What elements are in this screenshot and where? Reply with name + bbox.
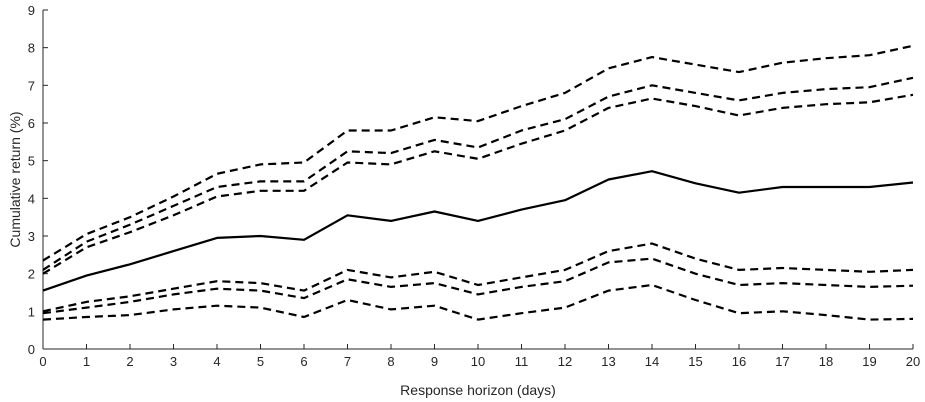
- x-tick-label: 16: [732, 354, 746, 369]
- x-tick-label: 15: [688, 354, 702, 369]
- y-axis-title: Cumulative return (%): [7, 111, 23, 247]
- x-tick-label: 7: [344, 354, 351, 369]
- x-tick-label: 0: [39, 354, 46, 369]
- series-line-band-6: [42, 283, 914, 321]
- x-tick-label: 4: [213, 354, 220, 369]
- x-tick-label: 19: [862, 354, 876, 369]
- series-line-band-1: [42, 44, 914, 262]
- x-tick-label: 12: [558, 354, 572, 369]
- x-tick-label: 18: [819, 354, 833, 369]
- x-tick-label: 11: [515, 354, 529, 369]
- chart-axes: [42, 9, 914, 350]
- x-tick-label: 9: [431, 354, 438, 369]
- x-tick-label: 5: [257, 354, 264, 369]
- series-line-estimate: [42, 170, 914, 292]
- y-tick-label: 3: [28, 229, 35, 244]
- x-tick-label: 1: [83, 354, 90, 369]
- x-tick-label: 2: [126, 354, 133, 369]
- x-tick-label: 8: [387, 354, 394, 369]
- y-tick-label: 1: [28, 304, 35, 319]
- x-tick-label: 17: [775, 354, 789, 369]
- y-tick-label: 8: [28, 41, 35, 56]
- x-tick-label: 6: [300, 354, 307, 369]
- series-line-band-5: [42, 257, 914, 315]
- tick-labels: 0 1 2 3 4 5 6 7 8 9 10 11 12 13 14 15 16 17 18 19 2001234567…: [28, 3, 920, 369]
- y-tick-label: 7: [28, 78, 35, 93]
- series-line-band-2: [42, 76, 914, 271]
- y-tick-label: 9: [28, 3, 35, 18]
- series-layer: [42, 44, 914, 321]
- series-line-band-4: [42, 242, 914, 313]
- x-tick-label: 20: [906, 354, 920, 369]
- y-tick-label: 4: [28, 191, 35, 206]
- y-tick-label: 0: [28, 342, 35, 357]
- x-axis-title: Response horizon (days): [400, 382, 556, 398]
- x-tick-label: 13: [601, 354, 615, 369]
- y-tick-label: 2: [28, 267, 35, 282]
- x-tick-label: 3: [170, 354, 177, 369]
- x-tick-label: 10: [471, 354, 485, 369]
- y-tick-label: 6: [28, 116, 35, 131]
- series-line-band-3: [42, 93, 914, 275]
- y-tick-label: 5: [28, 154, 35, 169]
- x-tick-label: 14: [645, 354, 659, 369]
